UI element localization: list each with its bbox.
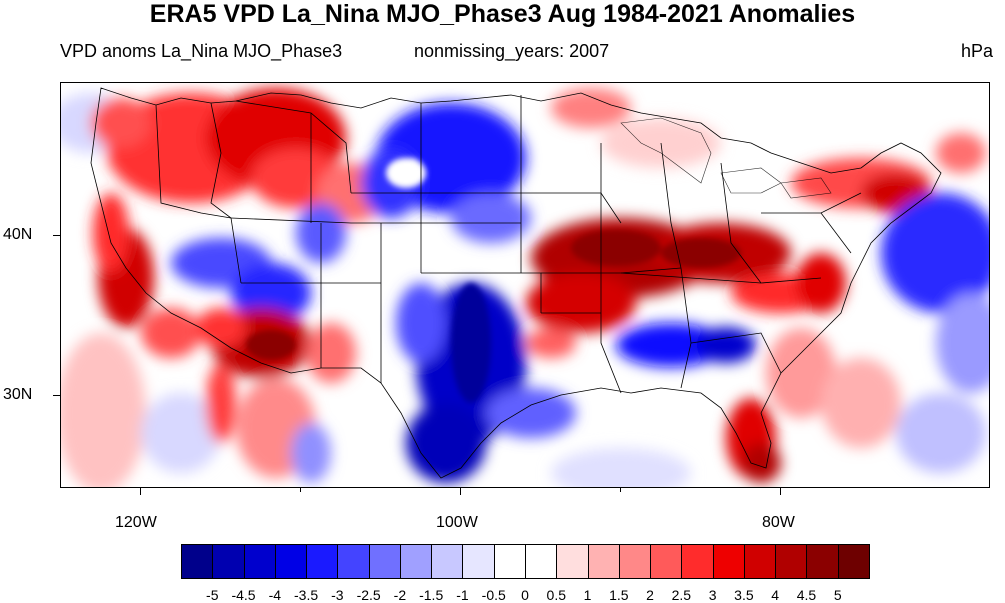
state-boundaries: [90, 87, 942, 479]
colorbar-label: 1.5: [609, 587, 629, 603]
lat-label-30n: 30N: [3, 386, 33, 403]
colorbar: [181, 544, 870, 579]
lon-label-100w: 100W: [436, 514, 478, 531]
colorbar-label: 2: [646, 587, 654, 603]
lon-tick-80w: [780, 488, 781, 495]
colorbar-label: -4.5: [231, 587, 256, 603]
lon-tick-minor: [300, 488, 301, 492]
colorbar-label: 4: [771, 587, 780, 603]
lat-label-40n: 40N: [3, 226, 33, 243]
great-lakes: [620, 117, 832, 199]
colorbar-label: -5: [206, 587, 219, 603]
colorbar-cell: [525, 544, 558, 579]
colorbar-label: 5: [833, 587, 842, 603]
colorbar-label: 3.5: [734, 587, 754, 603]
anomaly-field: [61, 83, 989, 487]
lon-label-120w: 120W: [115, 514, 157, 531]
colorbar-cell: [743, 544, 777, 579]
map-title: ERA5 VPD La_Nina MJO_Phase3 Aug 1984-202…: [149, 0, 856, 28]
colorbar-cell: [181, 544, 214, 579]
colorbar-label: 2.5: [671, 587, 692, 603]
colorbar-cell: [650, 544, 683, 579]
colorbar-label: -1.5: [419, 587, 444, 603]
colorbar-label: 1: [583, 587, 592, 603]
colorbar-cell: [775, 544, 808, 579]
lon-tick-100w: [460, 488, 461, 495]
colorbar-cell: [806, 544, 839, 579]
colorbar-cell: [368, 544, 401, 579]
years-subtitle: nonmissing_years: 2007: [414, 41, 610, 61]
anomaly-detail: [246, 158, 741, 403]
variable-subtitle: VPD anoms La_Nina MJO_Phase3: [60, 41, 343, 61]
lat-tick-30n: [53, 395, 60, 396]
colorbar-label: 3: [708, 587, 717, 603]
colorbar-cell: [212, 544, 245, 579]
colorbar-label: 0.5: [546, 587, 566, 603]
lon-label-80w: 80W: [762, 514, 795, 531]
colorbar-cell: [493, 544, 526, 579]
colorbar-label: -2.5: [356, 587, 381, 603]
colorbar-label: -3: [331, 587, 344, 603]
colorbar-cell: [431, 544, 464, 579]
colorbar-label: -4: [268, 587, 282, 603]
colorbar-cell: [712, 544, 745, 579]
colorbar-label: 4.5: [796, 587, 817, 603]
colorbar-cell: [399, 544, 433, 579]
colorbar-cell: [681, 544, 714, 579]
colorbar-label: -1: [456, 587, 469, 603]
colorbar-label: -3.5: [294, 587, 319, 603]
colorbar-label: -2: [393, 587, 407, 603]
lon-tick-120w: [140, 488, 141, 495]
colorbar-cell: [274, 544, 308, 579]
units-label: hPa: [960, 41, 993, 61]
colorbar-cell: [618, 544, 652, 579]
colorbar-cell: [243, 544, 276, 579]
colorbar-cell: [462, 544, 495, 579]
colorbar-cell: [837, 544, 870, 579]
anomaly-map: [60, 82, 990, 488]
colorbar-cell: [556, 544, 589, 579]
lat-tick-40n: [53, 235, 60, 236]
colorbar-label: 0: [521, 587, 529, 603]
colorbar-label: -0.5: [481, 587, 506, 603]
colorbar-cell: [587, 544, 620, 579]
colorbar-cell: [337, 544, 370, 579]
colorbar-cell: [306, 544, 339, 579]
lon-tick-minor: [620, 488, 621, 492]
